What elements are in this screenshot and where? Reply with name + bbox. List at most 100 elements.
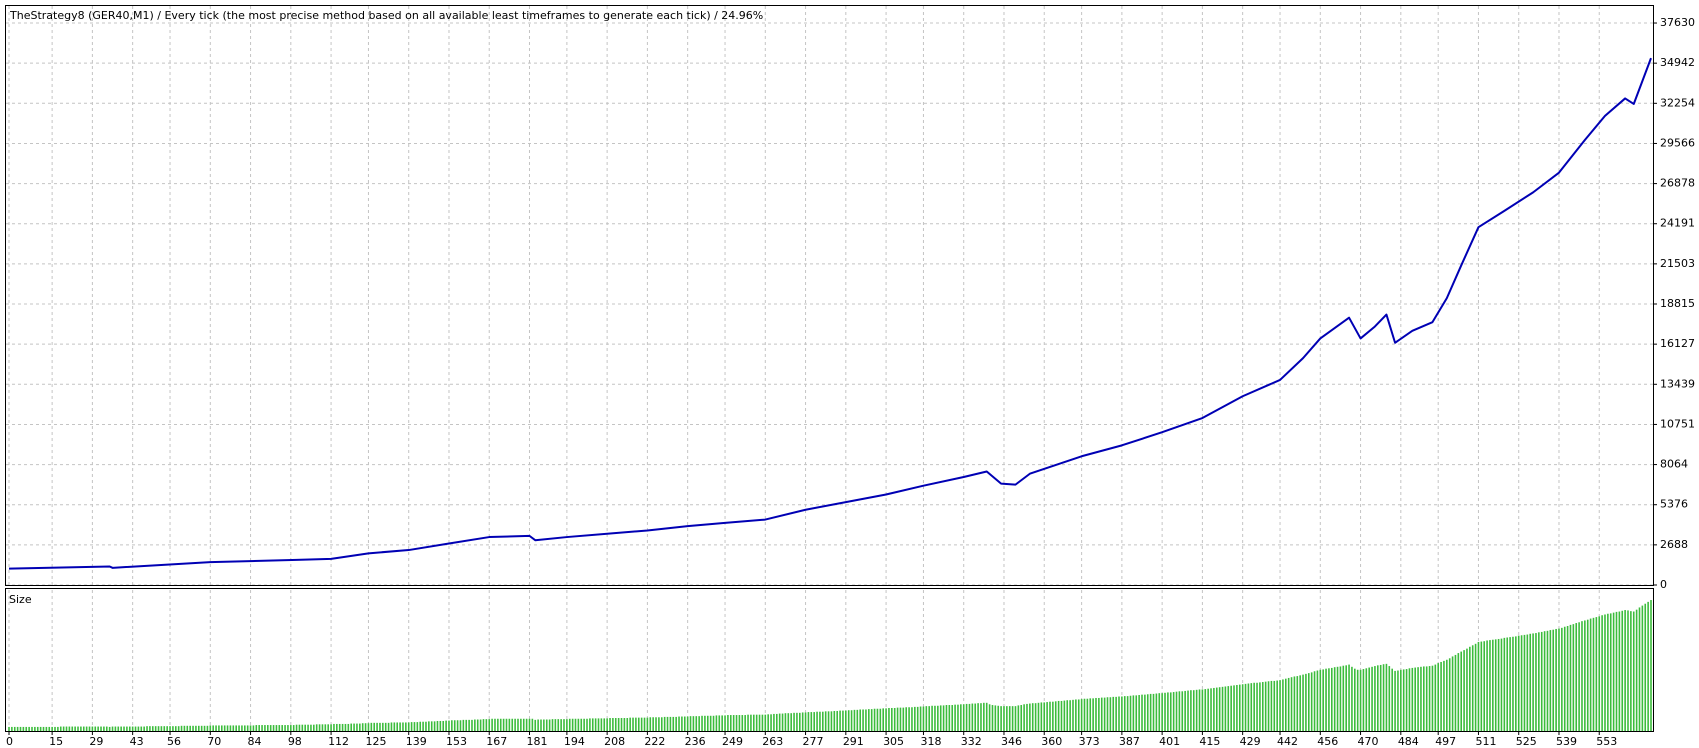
size-bar: [22, 726, 25, 731]
size-bar: [686, 716, 689, 731]
size-bar: [1014, 706, 1017, 731]
size-bar: [977, 703, 979, 731]
size-bar: [922, 706, 925, 731]
size-bar: [899, 707, 902, 731]
size-bar: [264, 725, 266, 731]
size-bar: [1446, 659, 1448, 731]
size-bar: [1469, 646, 1471, 731]
size-bar: [1644, 603, 1647, 731]
size-bar: [1555, 628, 1557, 731]
size-bar: [957, 704, 959, 731]
size-bar: [649, 717, 652, 731]
size-bar: [810, 712, 813, 731]
size-bar: [721, 715, 723, 731]
panel-title: Size: [9, 593, 32, 606]
size-bar: [1129, 695, 1132, 731]
size-bar: [422, 721, 424, 731]
x-tick-label: 98: [288, 735, 302, 748]
size-bar: [747, 714, 749, 731]
size-bar: [384, 722, 387, 731]
y-tick-label: 37630: [1660, 16, 1695, 29]
size-bar: [387, 722, 390, 731]
size-bar: [868, 709, 870, 731]
size-bar: [269, 725, 272, 731]
balance-line: [8, 57, 1652, 570]
size-bar: [612, 718, 614, 731]
size-bar: [353, 723, 355, 731]
size-bar: [1328, 668, 1330, 731]
size-bar: [865, 709, 867, 731]
size-bar: [813, 712, 815, 731]
size-bar: [1057, 700, 1060, 731]
size-bar: [781, 713, 784, 731]
size-bar: [1486, 640, 1488, 731]
size-bar: [379, 722, 381, 731]
size-bar: [1040, 702, 1043, 731]
size-bar: [203, 725, 206, 731]
size-bar: [183, 725, 186, 731]
size-bar: [545, 719, 548, 731]
size-bar: [1354, 668, 1356, 731]
size-bar: [278, 725, 281, 731]
size-bar: [836, 710, 838, 731]
size-bar: [451, 720, 453, 731]
size-bar: [1118, 696, 1120, 731]
size-bar: [816, 711, 818, 731]
size-bar: [617, 718, 620, 731]
size-bar: [13, 726, 16, 731]
size-bar: [321, 724, 324, 731]
size-bar: [1310, 672, 1313, 731]
size-bar: [1034, 703, 1037, 731]
size-bar: [951, 705, 954, 731]
size-bar: [718, 715, 721, 731]
x-tick-label: 43: [130, 735, 144, 748]
size-bar: [1086, 698, 1089, 731]
size-bar: [1187, 690, 1189, 731]
size-bar: [140, 726, 143, 731]
size-bar: [34, 726, 36, 731]
size-bar: [902, 707, 905, 731]
size-bar: [962, 704, 965, 731]
size-bar: [169, 726, 171, 731]
size-bar: [580, 718, 583, 731]
size-bar: [370, 722, 373, 731]
size-bar: [568, 718, 571, 731]
y-tick-label: 16127: [1660, 337, 1695, 350]
size-bar: [945, 705, 948, 731]
size-bar: [1339, 666, 1342, 731]
size-bar: [1627, 610, 1629, 731]
size-bar: [1471, 645, 1474, 731]
size-bar: [479, 719, 482, 731]
size-bar: [934, 705, 936, 731]
size-bar: [1561, 627, 1563, 731]
size-bar: [1371, 666, 1373, 731]
size-bar: [1500, 638, 1503, 731]
size-bar: [1584, 620, 1586, 731]
size-bar: [594, 718, 597, 731]
size-bar: [439, 720, 442, 731]
size-bar: [991, 705, 994, 731]
size-bar: [1241, 684, 1244, 731]
size-bar: [839, 710, 841, 731]
size-bar: [905, 707, 908, 731]
x-tick-label: 15: [49, 735, 63, 748]
size-bar: [1046, 702, 1048, 731]
y-tick-label: 2688: [1660, 538, 1688, 551]
size-bar: [1454, 654, 1457, 731]
size-bar: [534, 719, 537, 731]
size-bar: [436, 720, 439, 731]
size-bar: [1000, 706, 1002, 731]
size-bar: [1538, 632, 1540, 731]
size-bar: [1632, 611, 1635, 731]
size-bar: [1072, 699, 1074, 731]
size-bar: [908, 707, 910, 731]
size-bar: [1135, 695, 1138, 731]
size-bar: [1175, 691, 1178, 731]
size-bar: [1224, 686, 1227, 731]
size-bar: [761, 714, 764, 731]
size-bar: [1581, 621, 1583, 731]
size-bar: [502, 718, 505, 731]
size-bar: [1624, 610, 1626, 731]
size-bar: [1592, 617, 1595, 731]
size-bar: [706, 715, 709, 731]
